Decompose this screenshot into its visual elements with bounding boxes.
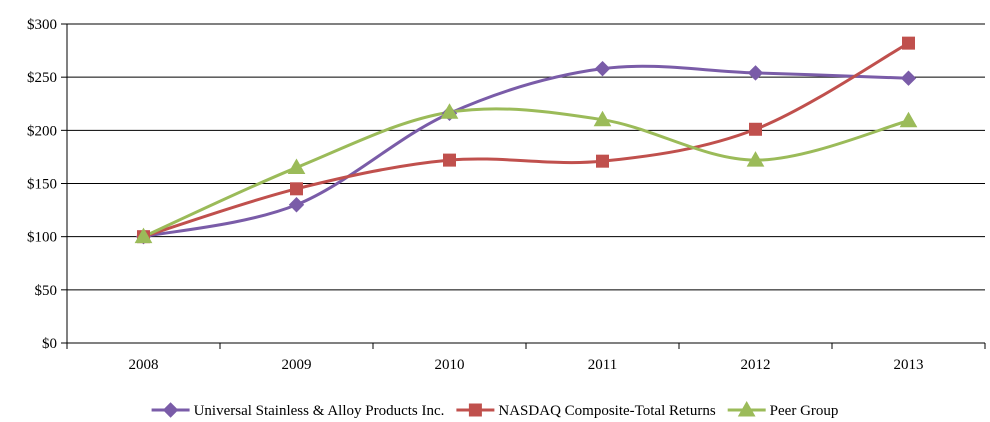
x-tick-label: 2012 — [741, 357, 771, 373]
y-tick-labels: $0 $50 $100 $150 $200 $250 $300 — [27, 17, 57, 352]
series-2-point — [290, 182, 303, 196]
series-1-point — [594, 60, 611, 77]
x-tick-label: 2013 — [894, 357, 924, 373]
series-lines — [142, 41, 910, 239]
axes — [61, 23, 986, 349]
legend-label: Universal Stainless & Alloy Products Inc… — [194, 403, 445, 419]
x-tick-label: 2010 — [435, 357, 465, 373]
y-tick-label: $200 — [27, 123, 57, 139]
y-tick-label: $50 — [35, 283, 58, 299]
series-2-point — [443, 153, 456, 167]
series-2-point — [596, 154, 609, 168]
series-3-point — [134, 227, 153, 244]
x-tick-label: 2009 — [282, 357, 312, 373]
series-2-point — [902, 36, 915, 50]
series-3-point — [593, 110, 612, 127]
x-tick-labels: 2008 2009 2010 2011 2012 2013 — [129, 357, 924, 373]
legend-marker — [468, 403, 482, 417]
series-line-1 — [142, 64, 910, 239]
legend-marker — [737, 400, 756, 417]
x-tick-label: 2008 — [129, 357, 159, 373]
legend-label: NASDAQ Composite-Total Returns — [498, 403, 715, 419]
series-3-point — [746, 151, 765, 167]
series-3-point — [899, 111, 918, 128]
series-1-point — [747, 65, 764, 81]
series-3-point — [287, 158, 306, 175]
y-tick-label: $300 — [27, 17, 57, 33]
gridlines — [67, 23, 985, 291]
series-line-3 — [142, 107, 910, 239]
y-tick-label: $100 — [27, 230, 57, 246]
series-line-2 — [142, 41, 910, 239]
series-3-point — [440, 103, 459, 119]
series-1-point — [900, 70, 917, 86]
y-tick-label: $250 — [27, 70, 57, 86]
series-markers — [134, 36, 918, 245]
legend: Universal Stainless & Alloy Products Inc… — [151, 400, 839, 419]
legend-item-2: NASDAQ Composite-Total Returns — [456, 403, 716, 419]
x-tick-label: 2011 — [588, 357, 617, 373]
legend-item-3: Peer Group — [727, 400, 839, 419]
y-tick-label: $0 — [42, 336, 57, 352]
series-1-point — [288, 197, 305, 213]
series-2-point — [749, 122, 762, 136]
legend-marker — [162, 402, 179, 418]
legend-item-1: Universal Stainless & Alloy Products Inc… — [151, 402, 445, 419]
y-tick-label: $150 — [27, 177, 57, 193]
legend-label: Peer Group — [770, 403, 839, 419]
